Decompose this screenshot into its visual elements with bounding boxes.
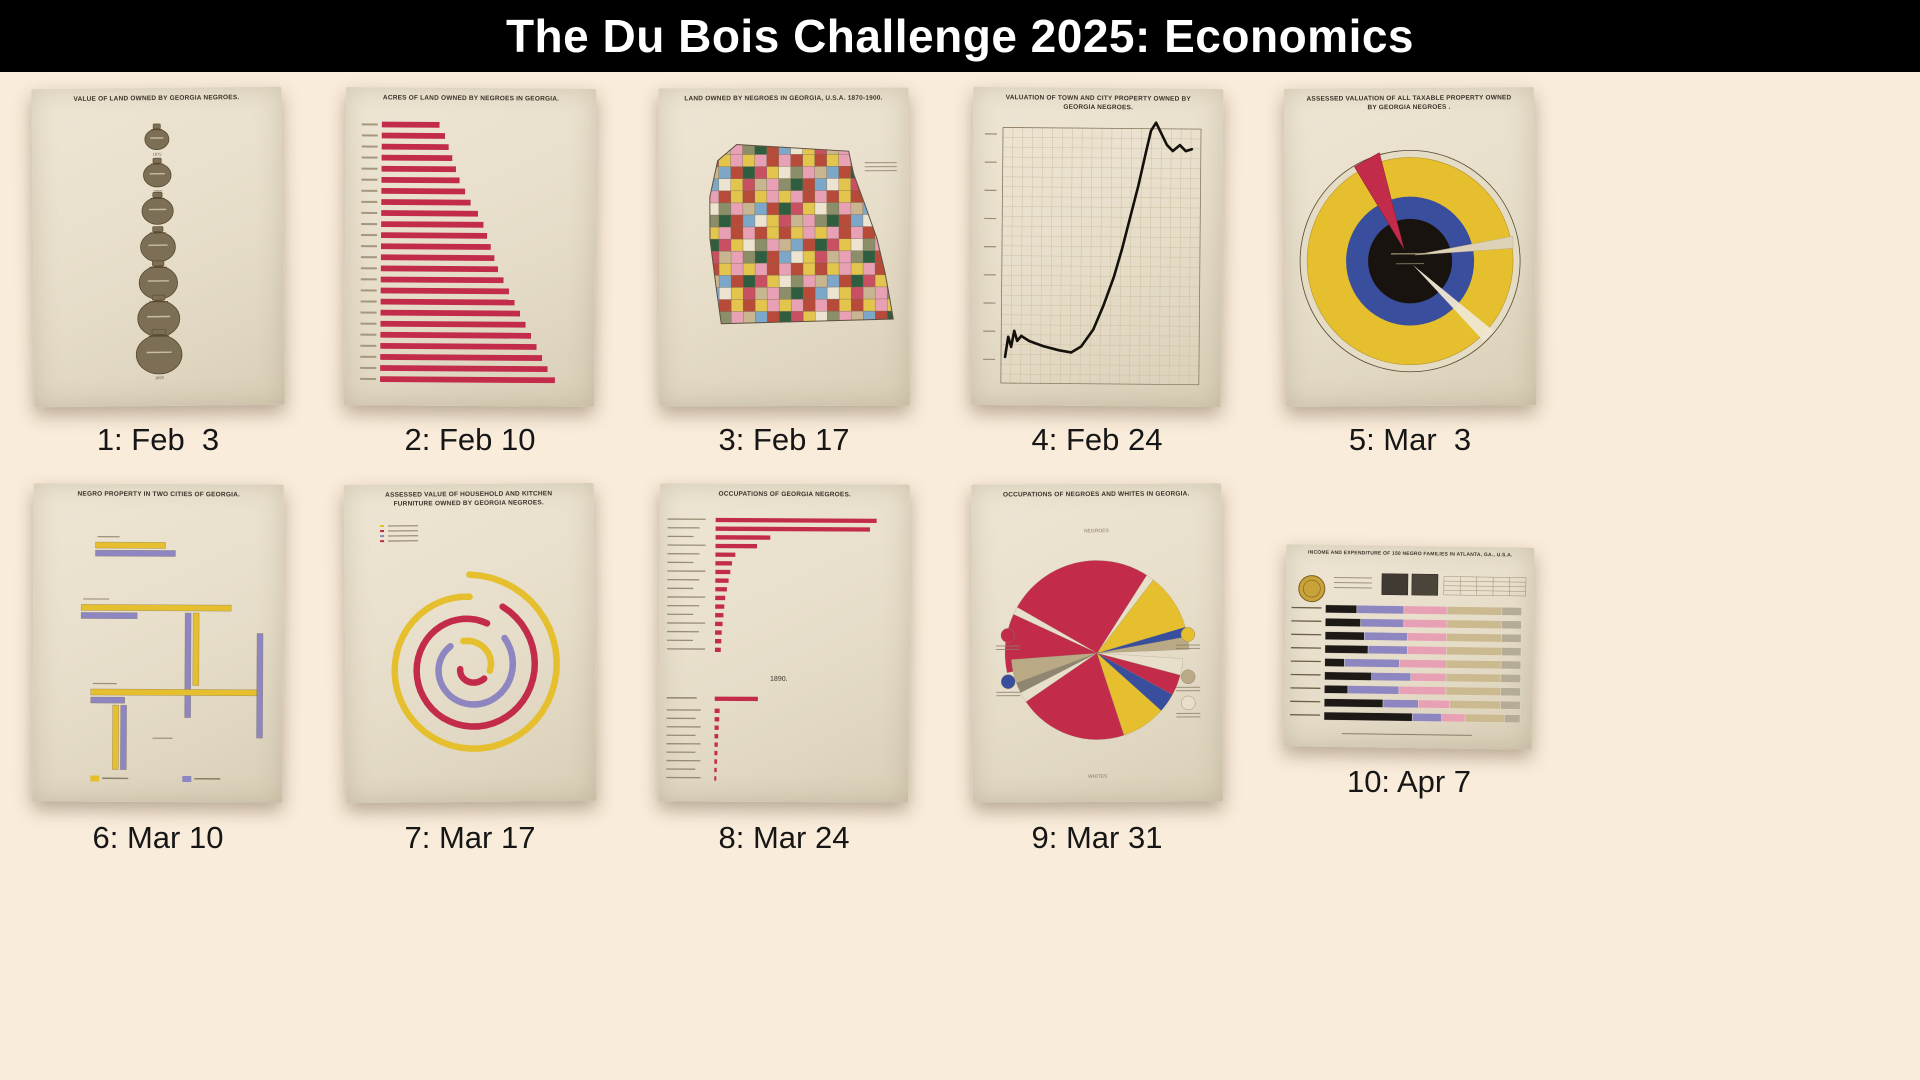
- page-title: The Du Bois Challenge 2025: Economics: [505, 10, 1415, 62]
- caption-8: 8: Mar 24: [718, 820, 850, 855]
- plate-8-chart: 1890.: [666, 517, 877, 781]
- plate-10-chart: [1290, 573, 1527, 736]
- caption-5: 5: Mar 3: [1348, 422, 1472, 457]
- plate-9-title: OCCUPATIONS OF NEGROES AND WHITES IN GEO…: [1002, 490, 1190, 499]
- plate-6-chart: [80, 536, 264, 783]
- plate-2-acres-of-land: ACRES OF LAND OWNED BY NEGROES IN GEORGI…: [343, 87, 597, 407]
- plate-4-chart: [983, 121, 1202, 386]
- caption-6: 6: Mar 10: [92, 820, 224, 855]
- caption-2: 2: Feb 10: [404, 422, 536, 457]
- plate-5-taxable-property: ASSESSED VALUATION OF ALL TAXABLE PROPER…: [1283, 87, 1537, 407]
- plate-7-chart: [379, 524, 560, 752]
- caption-9: 9: Mar 31: [1031, 820, 1163, 855]
- caption-4: 4: Feb 24: [1031, 422, 1163, 457]
- plate-4-town-city-valuation: VALUATION OF TOWN AND CITY PROPERTY OWNE…: [970, 86, 1224, 408]
- plate-1-chart: 1875188018851890189518971899: [135, 123, 183, 380]
- plate-8-title: OCCUPATIONS OF GEORGIA NEGROES.: [718, 490, 852, 499]
- plate-2-title: ACRES OF LAND OWNED BY NEGROES IN GEORGI…: [382, 94, 560, 103]
- plate-9-chart: NEGROES WHITES: [996, 528, 1201, 780]
- plate-1-value-of-land: VALUE OF LAND OWNED BY GEORGIA NEGROES. …: [31, 86, 285, 408]
- plate-5-title: ASSESSED VALUATION OF ALL TAXABLE PROPER…: [1306, 94, 1512, 112]
- caption-3: 3: Feb 17: [718, 422, 850, 457]
- caption-7: 7: Mar 17: [404, 820, 536, 855]
- plate-10-income-expenditure: INCOME AND EXPENDITURE OF 150 NEGRO FAMI…: [1283, 544, 1535, 750]
- plate-2-chart: [360, 121, 555, 384]
- plate-4-title: VALUATION OF TOWN AND CITY PROPERTY OWNE…: [1005, 94, 1191, 112]
- plate-6-title: NEGRO PROPERTY IN TWO CITIES OF GEORGIA.: [77, 490, 241, 499]
- svg-text:NEGROES: NEGROES: [1084, 528, 1110, 534]
- plate-7-title: ASSESSED VALUE OF HOUSEHOLD AND KITCHEN …: [385, 490, 553, 508]
- plate-3-title: LAND OWNED BY NEGROES IN GEORGIA, U.S.A.…: [684, 94, 883, 103]
- caption-10: 10: Apr 7: [1346, 764, 1472, 799]
- plate-7-furniture-spiral: ASSESSED VALUE OF HOUSEHOLD AND KITCHEN …: [343, 482, 597, 804]
- plate-9-occupations-fans: OCCUPATIONS OF NEGROES AND WHITES IN GEO…: [971, 483, 1223, 803]
- plate-6-two-cities: NEGRO PROPERTY IN TWO CITIES OF GEORGIA.: [32, 483, 284, 803]
- plate-5-chart: [1299, 149, 1521, 373]
- svg-text:1880: 1880: [153, 189, 163, 194]
- plate-3-georgia-map: LAND OWNED BY NEGROES IN GEORGIA, U.S.A.…: [658, 87, 910, 407]
- svg-text:WHITES: WHITES: [1088, 774, 1108, 780]
- header-bar: The Du Bois Challenge 2025: Economics: [0, 0, 1920, 72]
- plate-8-occupations-bars: OCCUPATIONS OF GEORGIA NEGROES. 1890.: [658, 483, 910, 803]
- caption-1: 1: Feb 3: [96, 422, 220, 457]
- svg-text:1899: 1899: [155, 375, 165, 380]
- plate-3-chart: [709, 143, 897, 325]
- svg-text:1875: 1875: [153, 152, 163, 157]
- svg-text:1890.: 1890.: [770, 676, 788, 683]
